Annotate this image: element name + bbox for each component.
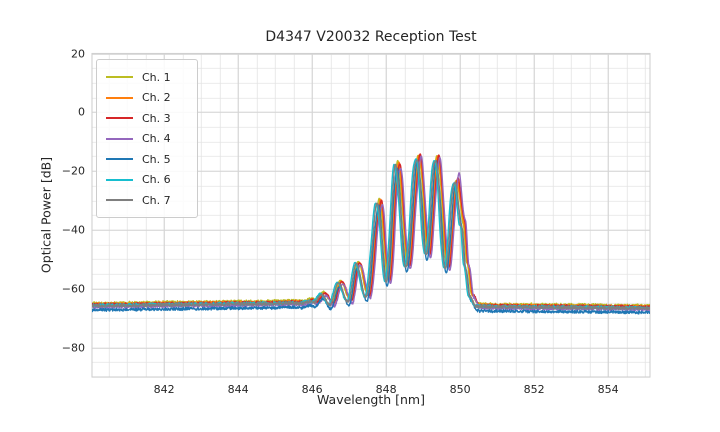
- x-tick-label: 842: [153, 383, 175, 396]
- legend-item-ch-3: Ch. 3: [106, 108, 188, 129]
- x-tick-label: 846: [301, 383, 323, 396]
- y-tick-label: −40: [61, 223, 85, 237]
- x-axis-label: Wavelength [nm]: [317, 392, 425, 407]
- chart-title: D4347 V20032 Reception Test: [265, 29, 477, 45]
- x-tick-label: 852: [523, 383, 545, 396]
- x-tick-label: 848: [375, 383, 397, 396]
- legend-label: Ch. 1: [142, 70, 171, 84]
- legend-item-ch-4: Ch. 4: [106, 129, 188, 150]
- x-tick-label: 854: [597, 383, 619, 396]
- y-tick-label: −20: [61, 164, 85, 178]
- legend-line-swatch: [106, 199, 133, 202]
- y-tick-label: 0: [78, 105, 85, 119]
- y-tick-label: −60: [61, 282, 85, 296]
- legend-line-swatch: [106, 76, 133, 79]
- legend-label: Ch. 7: [142, 193, 171, 207]
- legend-label: Ch. 2: [142, 91, 171, 105]
- y-tick-label: −80: [61, 341, 85, 355]
- legend-item-ch-2: Ch. 2: [106, 88, 188, 109]
- legend: Ch. 1 Ch. 2 Ch. 3 Ch. 4 Ch. 5 Ch. 6 Ch. 7: [96, 59, 198, 218]
- legend-item-ch-7: Ch. 7: [106, 190, 188, 211]
- legend-line-swatch: [106, 117, 133, 120]
- x-tick-label: 850: [449, 383, 471, 396]
- legend-item-ch-1: Ch. 1: [106, 67, 188, 88]
- legend-item-ch-5: Ch. 5: [106, 149, 188, 170]
- legend-label: Ch. 3: [142, 111, 171, 125]
- legend-line-swatch: [106, 96, 133, 99]
- legend-line-swatch: [106, 178, 133, 181]
- legend-line-swatch: [106, 137, 133, 140]
- x-tick-label: 844: [227, 383, 249, 396]
- y-tick-label: 20: [71, 47, 85, 60]
- legend-label: Ch. 5: [142, 152, 171, 166]
- legend-item-ch-6: Ch. 6: [106, 170, 188, 191]
- legend-label: Ch. 6: [142, 173, 171, 187]
- legend-line-swatch: [106, 158, 133, 161]
- legend-label: Ch. 4: [142, 132, 171, 146]
